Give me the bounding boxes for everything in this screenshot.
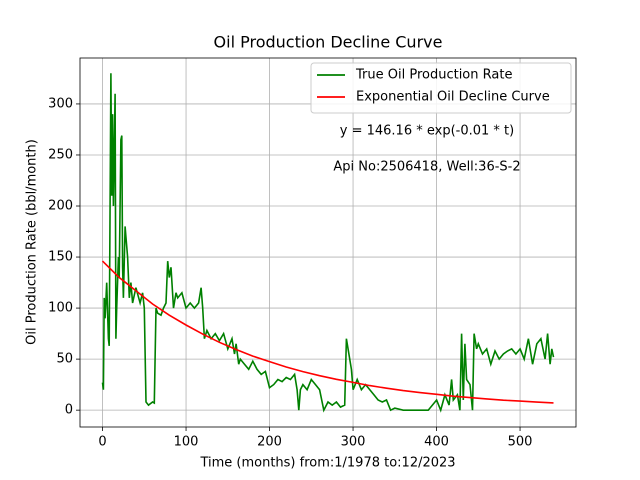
y-tick-label: 50 bbox=[56, 352, 73, 367]
y-tick-label: 250 bbox=[48, 147, 73, 162]
y-tick-label: 150 bbox=[48, 250, 73, 265]
axes-frame bbox=[79, 57, 577, 428]
y-tick-label: 300 bbox=[48, 96, 73, 111]
x-axis-label: Time (months) from:1/1978 to:12/2023 bbox=[199, 456, 455, 471]
x-tick-label: 100 bbox=[174, 435, 199, 450]
x-tick-label: 400 bbox=[424, 435, 449, 450]
y-axis-label: Oil Production Rate (bbl/month) bbox=[25, 139, 40, 345]
legend-box bbox=[310, 62, 572, 114]
x-tick-label: 500 bbox=[508, 435, 533, 450]
y-tick-label: 100 bbox=[48, 301, 73, 316]
x-tick-label: 200 bbox=[257, 435, 282, 450]
series-line bbox=[101, 73, 555, 413]
series-line bbox=[101, 260, 554, 404]
y-tick-label: 0 bbox=[65, 403, 73, 418]
legend-label: True Oil Production Rate bbox=[355, 68, 512, 83]
x-tick-label: 0 bbox=[98, 435, 106, 450]
annotation: y = 146.16 * exp(-0.01 * t) bbox=[340, 124, 514, 139]
annotation: Api No:2506418, Well:36-S-2 bbox=[333, 160, 520, 175]
x-tick-label: 300 bbox=[341, 435, 366, 450]
legend-label: Exponential Oil Decline Curve bbox=[356, 90, 550, 105]
chart-title: Oil Production Decline Curve bbox=[214, 33, 443, 52]
y-tick-label: 200 bbox=[48, 199, 73, 214]
